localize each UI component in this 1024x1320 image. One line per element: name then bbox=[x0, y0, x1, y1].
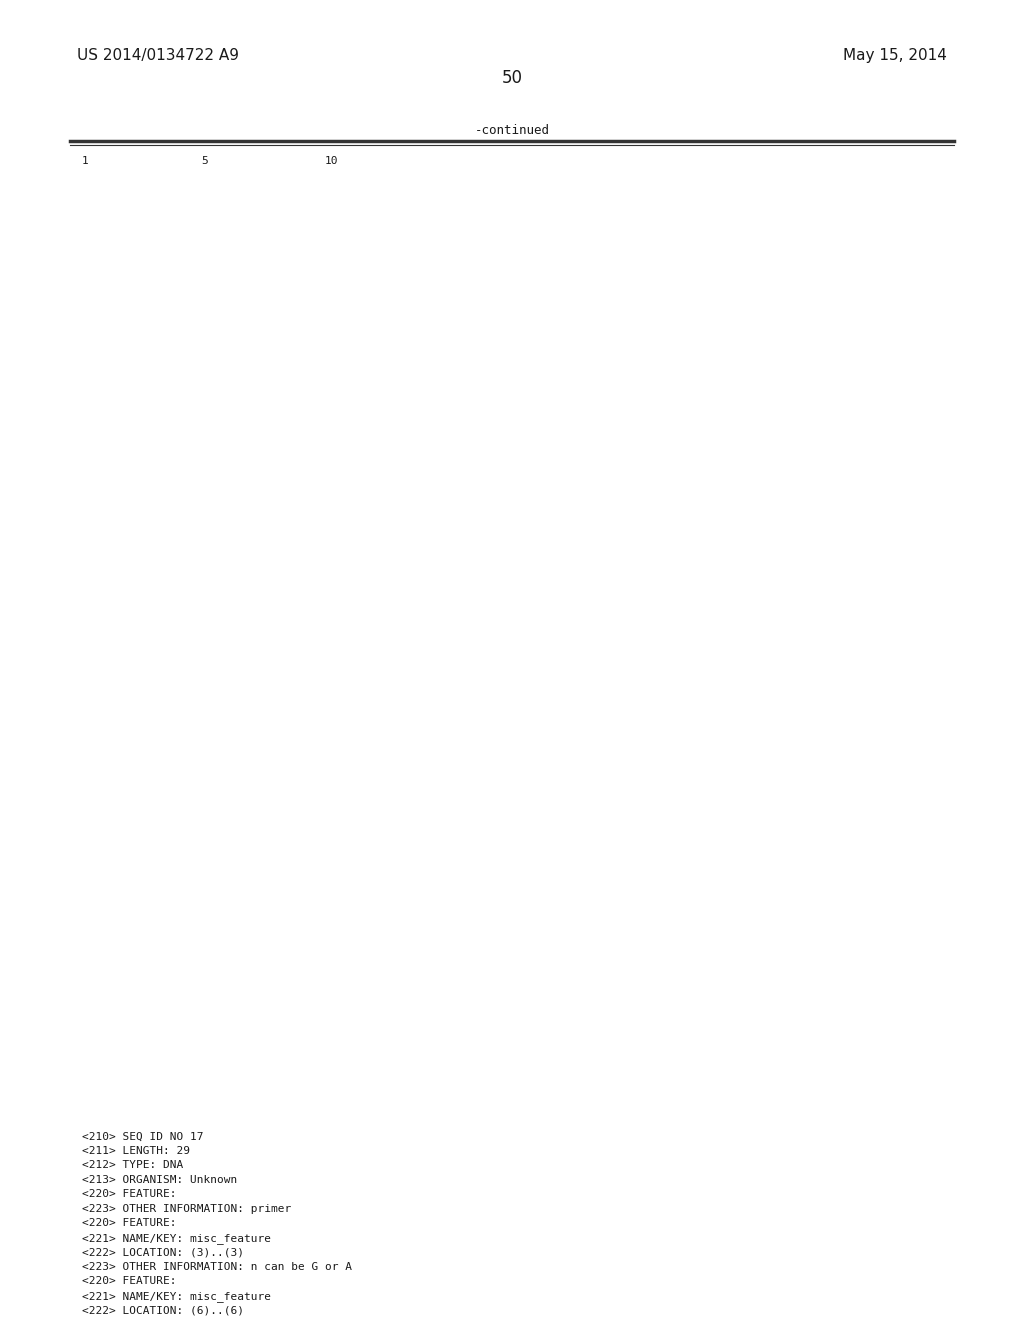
Text: <210> SEQ ID NO 17: <210> SEQ ID NO 17 bbox=[82, 1131, 204, 1142]
Text: May 15, 2014: May 15, 2014 bbox=[844, 48, 947, 62]
Text: <222> LOCATION: (3)..(3): <222> LOCATION: (3)..(3) bbox=[82, 1247, 244, 1257]
Text: -continued: -continued bbox=[474, 124, 550, 137]
Text: <223> OTHER INFORMATION: n can be G or A: <223> OTHER INFORMATION: n can be G or A bbox=[82, 1262, 352, 1271]
Text: <221> NAME/KEY: misc_feature: <221> NAME/KEY: misc_feature bbox=[82, 1291, 271, 1302]
Text: <221> NAME/KEY: misc_feature: <221> NAME/KEY: misc_feature bbox=[82, 1233, 271, 1243]
Text: <220> FEATURE:: <220> FEATURE: bbox=[82, 1276, 176, 1286]
Text: <220> FEATURE:: <220> FEATURE: bbox=[82, 1218, 176, 1228]
Text: 5: 5 bbox=[202, 156, 209, 166]
Text: <223> OTHER INFORMATION: primer: <223> OTHER INFORMATION: primer bbox=[82, 1204, 291, 1214]
Text: 50: 50 bbox=[502, 69, 522, 87]
Text: 10: 10 bbox=[325, 156, 338, 166]
Text: <212> TYPE: DNA: <212> TYPE: DNA bbox=[82, 1160, 183, 1171]
Text: <220> FEATURE:: <220> FEATURE: bbox=[82, 1189, 176, 1200]
Text: <211> LENGTH: 29: <211> LENGTH: 29 bbox=[82, 1146, 189, 1156]
Text: <213> ORGANISM: Unknown: <213> ORGANISM: Unknown bbox=[82, 1175, 238, 1185]
Text: 1: 1 bbox=[82, 156, 89, 166]
Text: <222> LOCATION: (6)..(6): <222> LOCATION: (6)..(6) bbox=[82, 1305, 244, 1315]
Text: US 2014/0134722 A9: US 2014/0134722 A9 bbox=[77, 48, 239, 62]
